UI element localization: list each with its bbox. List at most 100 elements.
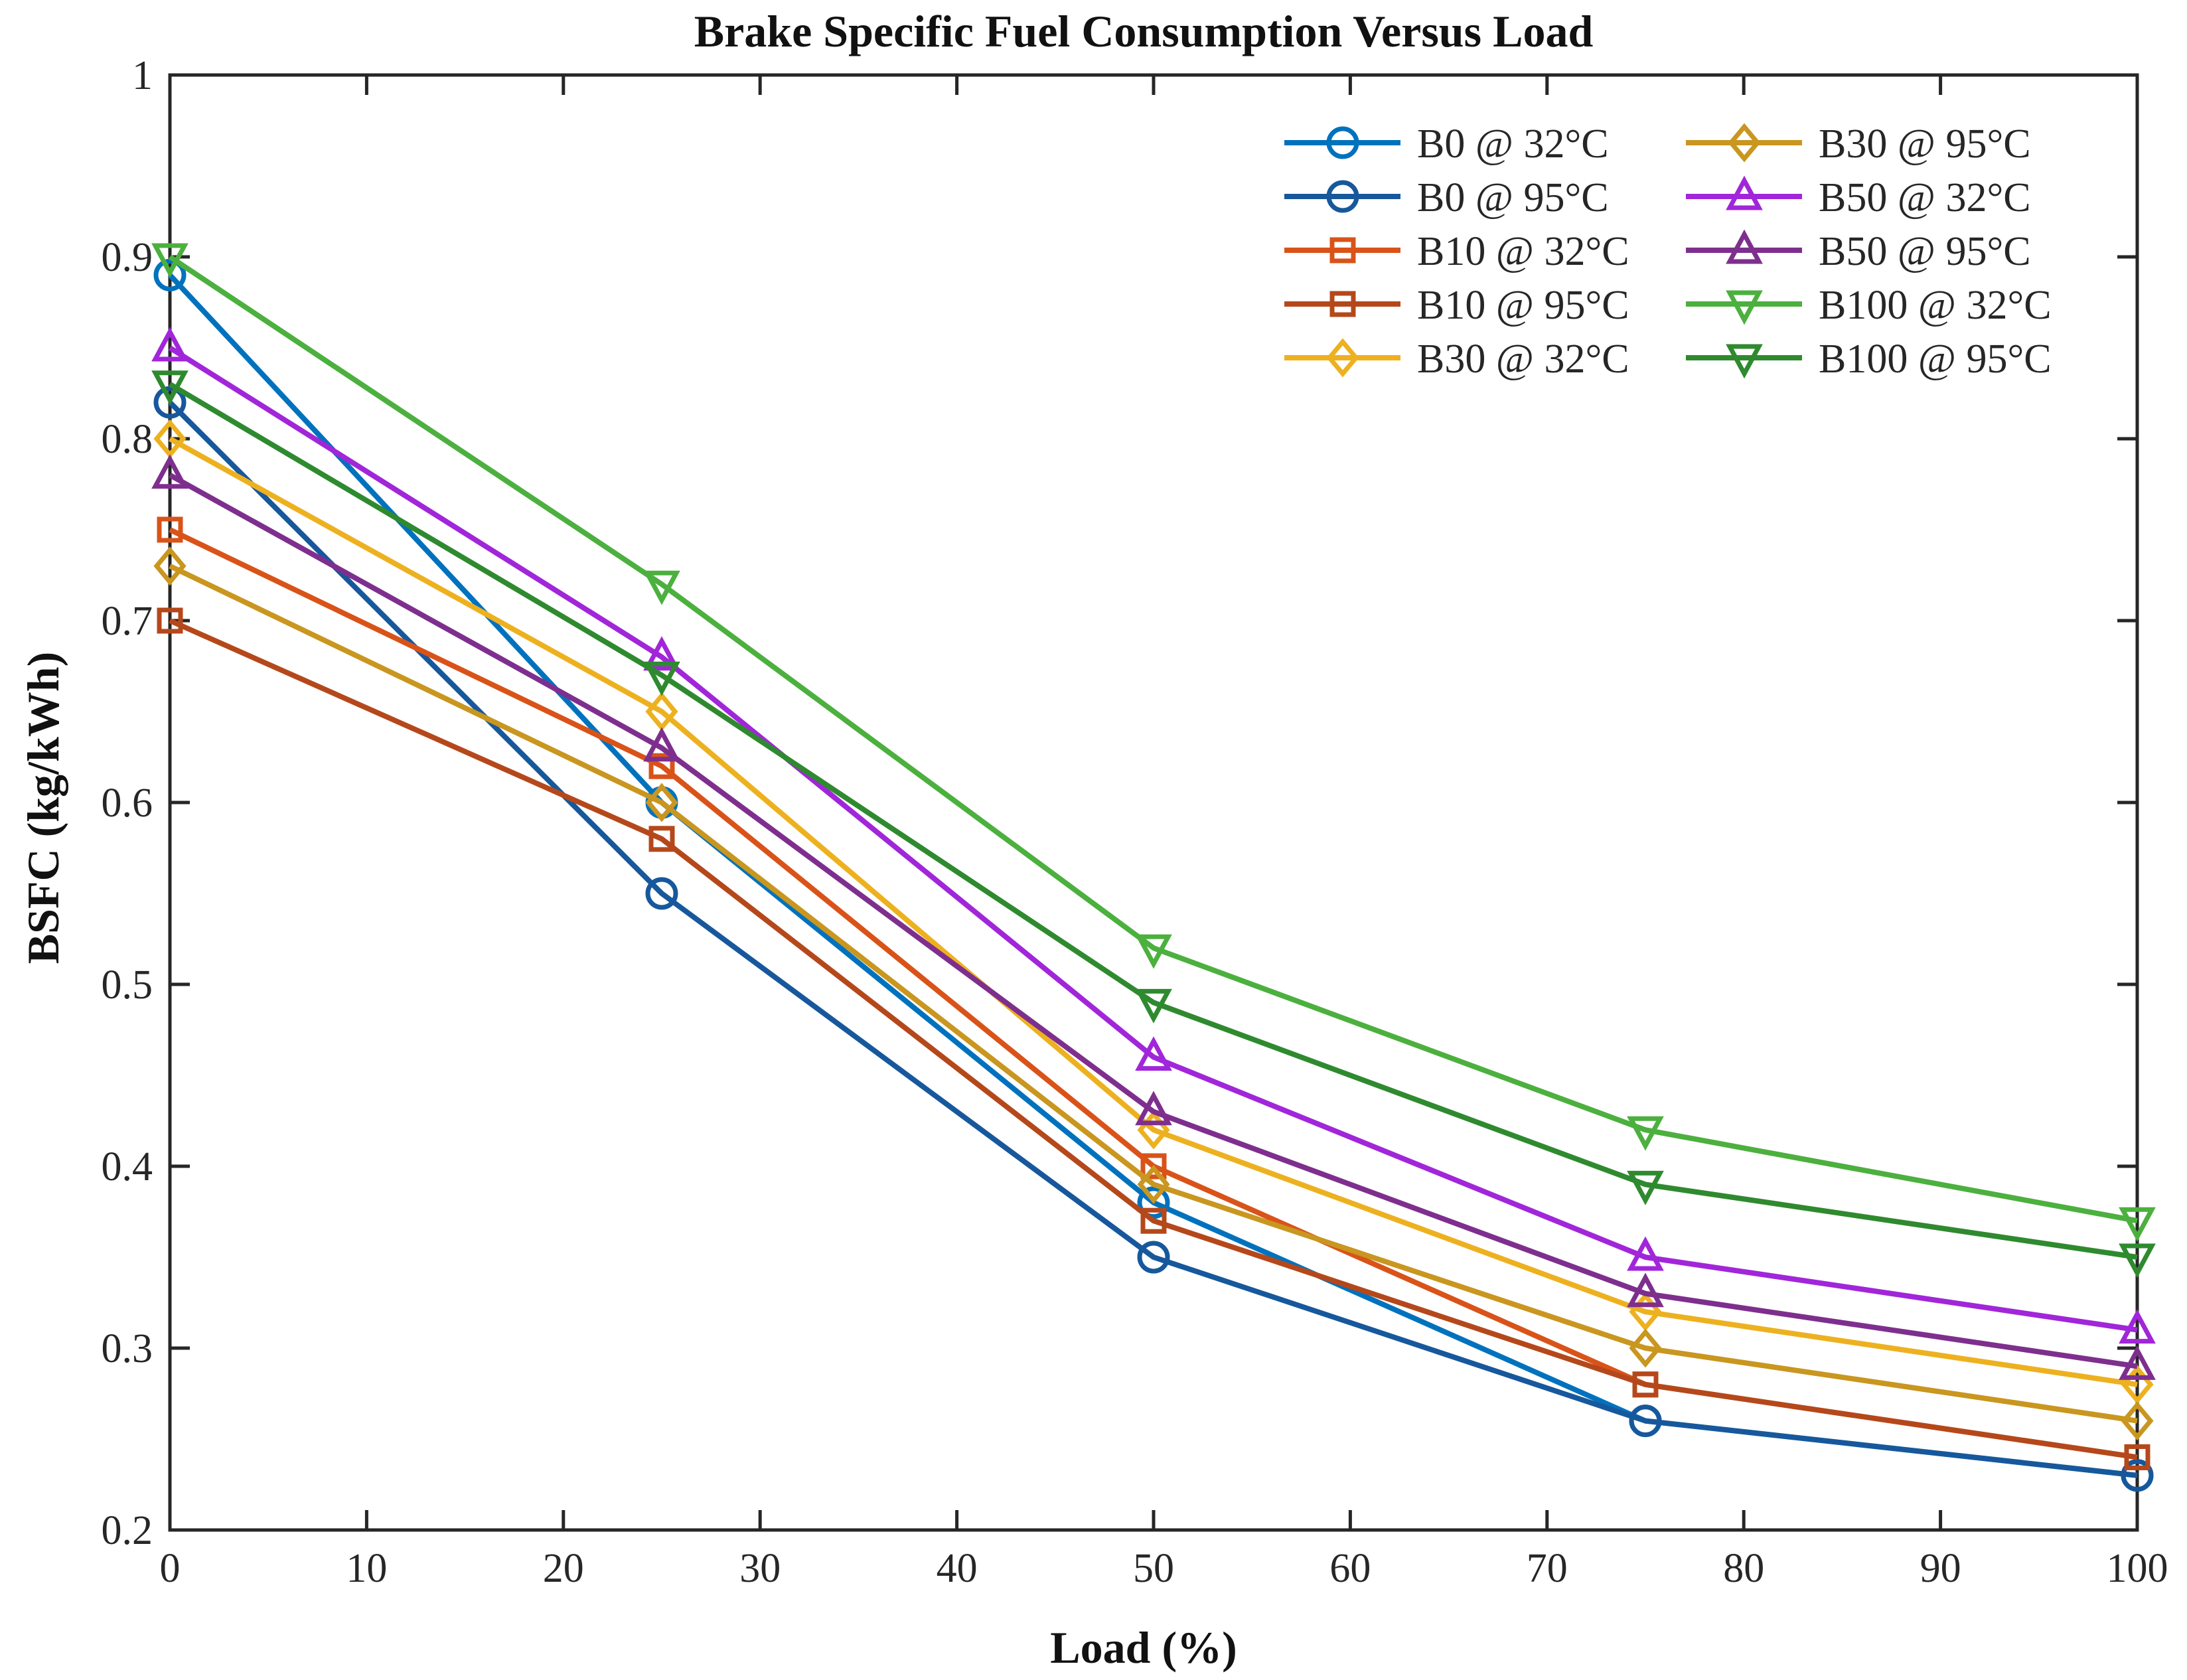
data-point (643, 727, 680, 762)
data-point (1627, 1272, 1664, 1308)
data-point (2121, 1459, 2154, 1492)
data-point (2119, 1243, 2156, 1278)
y-tick-label: 0.6 (102, 781, 153, 826)
data-point (1137, 1186, 1170, 1219)
series-b10-95-c (157, 607, 2150, 1470)
legend-marker (1726, 344, 1763, 379)
legend-label: B10 @ 95°C (1417, 283, 1629, 328)
y-tick-label: 1 (132, 53, 153, 98)
data-point (643, 636, 680, 671)
series-b100-32-c (151, 243, 2156, 1242)
legend-label: B0 @ 32°C (1417, 121, 1609, 167)
series-b100-95-c (151, 370, 2156, 1278)
data-point (157, 516, 183, 543)
y-tick-label: 0.2 (102, 1508, 153, 1553)
y-tick-label: 0.9 (102, 235, 153, 280)
series-layer (151, 243, 2156, 1492)
legend-marker (1726, 290, 1763, 325)
data-point (643, 661, 680, 696)
x-tick-label: 0 (160, 1546, 181, 1591)
legend-label: B10 @ 32°C (1417, 229, 1629, 274)
data-point (157, 607, 183, 634)
x-tick-label: 60 (1329, 1546, 1371, 1591)
legend-entry: B10 @ 32°C (1284, 229, 1629, 274)
series-line (168, 382, 2138, 1260)
series-b50-32-c (151, 327, 2156, 1344)
legend-label: B100 @ 32°C (1819, 283, 2052, 328)
x-tick-label: 90 (1920, 1546, 1961, 1591)
data-point (1135, 988, 1172, 1024)
series-line (168, 400, 2138, 1478)
y-tick-label: 0.5 (102, 962, 153, 1008)
data-point (2121, 1401, 2154, 1441)
series-line (169, 473, 2138, 1369)
series-b50-95-c (151, 454, 2156, 1380)
y-tick-label: 0.4 (102, 1144, 153, 1189)
x-axis-label: Load (%) (1050, 1622, 1237, 1673)
x-tick-label: 100 (2107, 1546, 2168, 1591)
series-line (168, 254, 2138, 1224)
legend-label: B30 @ 95°C (1819, 121, 2031, 167)
legend-marker (1329, 291, 1356, 317)
data-point (1140, 1207, 1167, 1234)
legend-entry: B0 @ 95°C (1284, 175, 1609, 220)
legend-entry: B0 @ 32°C (1284, 121, 1609, 167)
data-point (645, 877, 678, 910)
x-tick-label: 50 (1133, 1546, 1174, 1591)
legend-entry: B10 @ 95°C (1284, 283, 1629, 328)
legend-label: B30 @ 32°C (1417, 337, 1629, 382)
plot-area (168, 73, 2139, 1532)
data-point (1629, 1328, 1662, 1368)
data-point (2119, 1309, 2156, 1344)
data-point (1627, 1236, 1664, 1271)
x-tick-label: 80 (1723, 1546, 1764, 1591)
series-line (168, 345, 2138, 1333)
legend-marker (1728, 123, 1761, 163)
y-tick-label: 0.3 (102, 1326, 153, 1371)
legend-entry: B100 @ 95°C (1686, 337, 2052, 382)
data-point (1135, 1036, 1172, 1071)
data-point (643, 570, 680, 605)
data-point (1627, 1116, 1664, 1151)
data-point (1137, 1241, 1170, 1274)
legend-entry: B30 @ 32°C (1284, 337, 1629, 382)
data-point (645, 783, 678, 822)
legend-marker (1326, 180, 1359, 213)
data-point (1137, 1164, 1170, 1204)
data-point (1135, 934, 1172, 969)
chart-title: Brake Specific Fuel Consumption Versus L… (694, 6, 1594, 56)
y-tick-label: 0.7 (102, 599, 153, 644)
legend-label: B0 @ 95°C (1417, 175, 1609, 220)
data-point (153, 386, 187, 419)
data-point (151, 243, 189, 278)
data-point (2124, 1444, 2150, 1470)
data-point (2119, 1345, 2156, 1380)
legend-marker (1329, 237, 1356, 264)
legend-label: B50 @ 95°C (1819, 229, 2031, 274)
series-b30-95-c (153, 546, 2154, 1441)
data-point (648, 826, 675, 852)
x-tick-label: 70 (1527, 1546, 1568, 1591)
legend-entry: B50 @ 32°C (1686, 175, 2031, 220)
series-line (169, 618, 2138, 1460)
data-point (151, 370, 189, 406)
legend-entry: B100 @ 32°C (1686, 283, 2052, 328)
legend-marker (1326, 338, 1359, 378)
data-point (1629, 1405, 1662, 1438)
x-tick-label: 40 (937, 1546, 978, 1591)
legend-label: B100 @ 95°C (1819, 337, 2052, 382)
legend-entry: B50 @ 95°C (1686, 229, 2031, 274)
data-point (153, 546, 187, 586)
data-point (2119, 1207, 2156, 1242)
y-tick-label: 0.8 (102, 417, 153, 462)
data-point (151, 454, 189, 489)
legend-marker (1726, 175, 1763, 210)
series-b0-95-c (153, 386, 2154, 1492)
data-point (153, 258, 187, 291)
x-tick-label: 20 (543, 1546, 584, 1591)
legend-marker (1726, 229, 1763, 264)
x-tick-label: 30 (739, 1546, 781, 1591)
y-axis-label: BSFC (kg/kWh) (18, 652, 68, 964)
